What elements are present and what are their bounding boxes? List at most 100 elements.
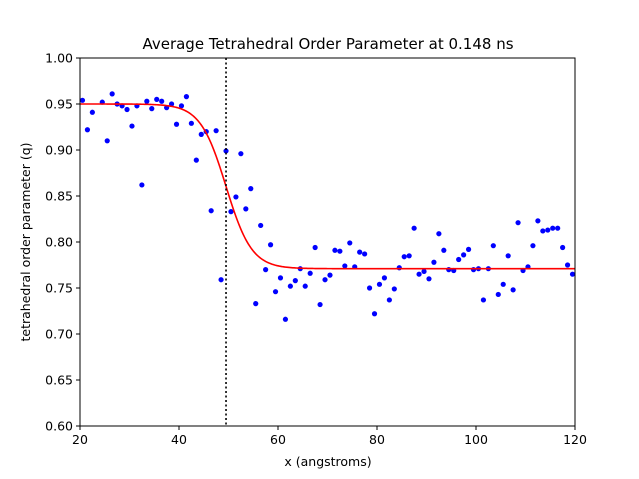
data-point	[258, 222, 264, 229]
data-point	[104, 138, 110, 144]
data-point	[154, 96, 160, 102]
data-point	[490, 243, 496, 249]
data-point	[391, 286, 397, 292]
data-point	[149, 106, 155, 112]
data-point	[381, 275, 388, 281]
data-point	[183, 94, 190, 100]
data-point	[386, 297, 392, 303]
y-tick-label: 0.95	[45, 97, 73, 112]
data-point	[500, 281, 506, 287]
data-point	[129, 123, 135, 129]
data-point	[272, 289, 279, 295]
data-point	[540, 228, 546, 234]
data-point	[287, 283, 293, 289]
data-point	[495, 291, 501, 298]
data-point	[188, 120, 194, 126]
data-point	[515, 220, 521, 226]
data-point	[84, 127, 91, 133]
data-point	[530, 243, 536, 249]
data-point	[292, 278, 298, 284]
x-tick-label: 40	[171, 432, 187, 447]
data-point	[238, 151, 244, 157]
data-point	[253, 301, 259, 307]
data-point	[545, 227, 551, 233]
y-tick-label: 0.70	[45, 327, 73, 342]
data-point	[193, 157, 199, 163]
y-axis-label: tetrahedral order parameter (q)	[18, 142, 33, 341]
data-point	[436, 231, 442, 237]
data-point	[569, 271, 575, 277]
data-point	[302, 283, 308, 289]
data-point	[168, 101, 175, 107]
data-point	[173, 121, 180, 127]
y-tick-label: 0.80	[45, 235, 73, 250]
data-point	[564, 262, 571, 268]
data-point	[465, 246, 472, 252]
data-point	[243, 206, 249, 212]
data-point	[317, 301, 323, 308]
data-point	[80, 97, 86, 103]
data-point	[470, 267, 477, 273]
data-point	[312, 244, 318, 251]
x-tick-label: 100	[464, 432, 488, 447]
x-tick-label: 120	[563, 432, 587, 447]
data-point	[371, 311, 378, 317]
x-axis-label: x (angstroms)	[284, 454, 371, 469]
data-point	[362, 251, 368, 257]
data-point	[342, 263, 348, 269]
data-point	[446, 267, 452, 273]
data-point	[248, 186, 254, 192]
data-point	[461, 252, 467, 258]
y-tick-label: 0.60	[45, 419, 73, 434]
data-point	[144, 98, 150, 104]
plot-area: 20 40 60 80 100 120 0.60 0.65 0.70 0.75 0.80 0.85 0.…	[45, 51, 587, 448]
y-tick-label: 0.75	[45, 281, 73, 296]
data-point	[337, 248, 343, 254]
data-point	[401, 254, 407, 260]
data-point	[322, 277, 328, 283]
data-point	[560, 244, 566, 251]
data-point	[535, 218, 541, 224]
data-point	[366, 285, 373, 291]
data-point	[89, 109, 95, 115]
data-point	[178, 103, 185, 109]
y-tick-label: 1.00	[45, 51, 73, 66]
data-point	[198, 131, 204, 137]
data-point	[480, 297, 487, 303]
data-point	[332, 247, 338, 253]
data-point	[510, 287, 516, 293]
data-point	[357, 249, 363, 255]
data-point	[411, 225, 417, 231]
data-point	[223, 148, 229, 154]
data-point	[159, 98, 165, 104]
data-point	[267, 242, 274, 248]
data-point	[441, 247, 447, 253]
data-point	[213, 128, 219, 134]
data-point	[124, 106, 130, 113]
data-point	[406, 253, 412, 259]
data-point	[376, 281, 383, 287]
data-point	[431, 259, 437, 265]
chart-title: Average Tetrahedral Order Parameter at 0…	[142, 35, 513, 53]
x-tick-label: 20	[72, 432, 88, 447]
y-tick-label: 0.85	[45, 189, 73, 204]
data-point	[208, 208, 214, 214]
data-point	[456, 256, 462, 263]
x-tick-label: 80	[369, 432, 385, 447]
data-point	[347, 240, 353, 246]
data-point	[426, 276, 432, 282]
data-point	[307, 270, 313, 276]
y-tick-label: 0.65	[45, 373, 73, 388]
fit-curve	[80, 103, 575, 270]
data-point	[555, 225, 561, 231]
data-point	[416, 271, 422, 277]
data-point	[228, 209, 234, 215]
x-tick-label: 60	[270, 432, 286, 447]
data-point	[327, 272, 333, 278]
data-point	[277, 275, 284, 281]
y-tick-label: 0.90	[45, 143, 73, 158]
data-point	[421, 268, 427, 275]
data-point	[233, 194, 239, 200]
